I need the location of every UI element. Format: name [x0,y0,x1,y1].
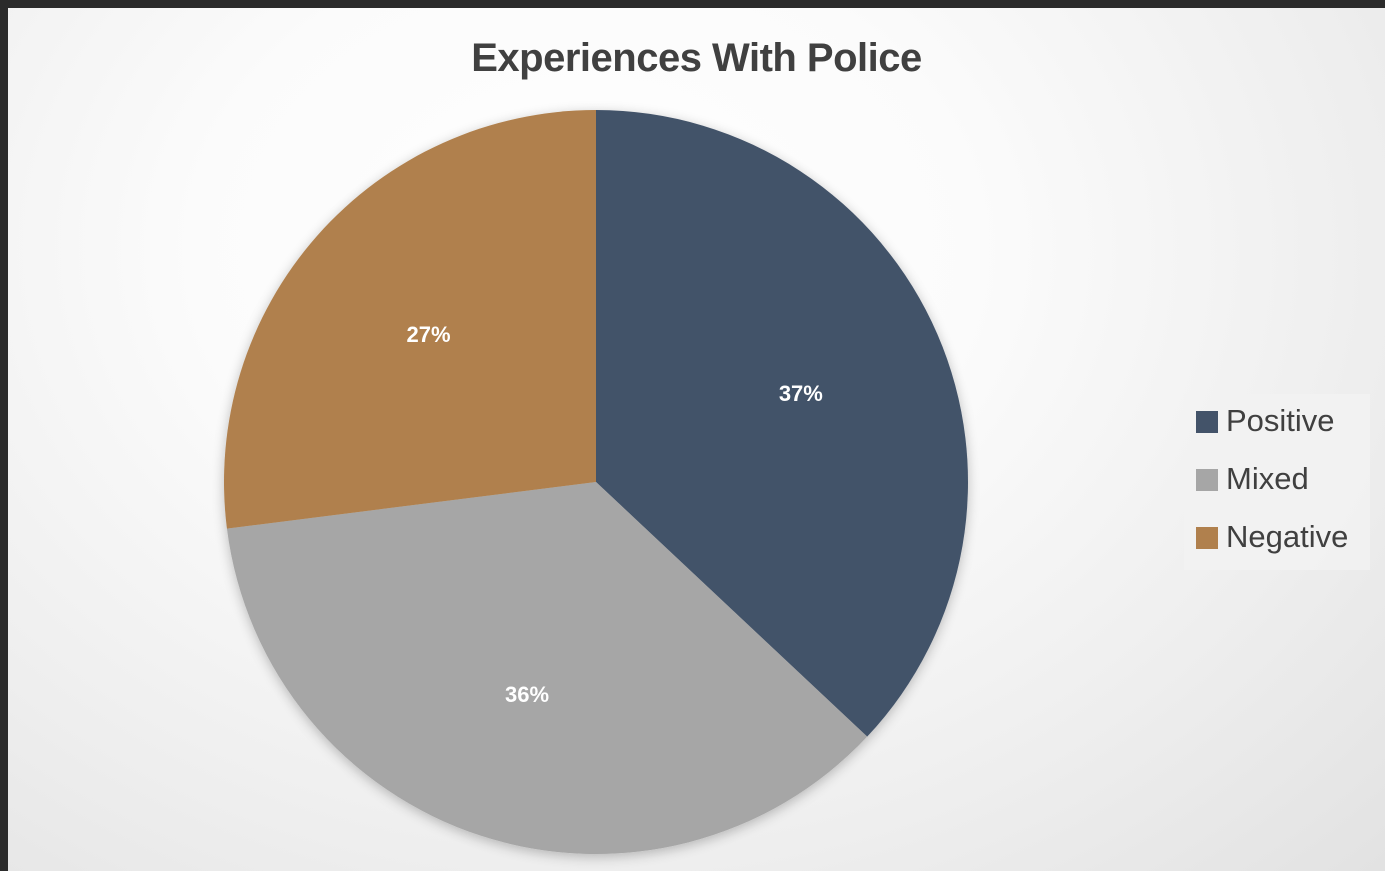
data-label-negative: 27% [407,322,451,347]
chart-title: Experiences With Police [471,36,922,80]
legend-item-mixed: Mixed [1196,461,1370,519]
legend-item-positive: Positive [1196,403,1370,461]
legend-swatch-mixed [1196,469,1218,491]
pie-slice-mixed [226,482,868,854]
pie-slice-positive [596,110,968,737]
legend-label-mixed: Mixed [1226,461,1309,496]
pie-chart: 37% 36% 27% [223,110,968,854]
chart-area: Experiences With Police 37% 36% 27% Positi… [8,8,1385,871]
pie-slice-negative [223,110,596,529]
legend-item-negative: Negative [1196,519,1370,577]
legend-label-negative: Negative [1226,519,1349,554]
legend-swatch-positive [1196,411,1218,433]
legend: Positive Mixed Negative [1184,394,1370,570]
data-label-mixed: 36% [505,682,549,707]
legend-label-positive: Positive [1226,403,1335,438]
data-label-positive: 37% [779,381,823,406]
legend-swatch-negative [1196,527,1218,549]
